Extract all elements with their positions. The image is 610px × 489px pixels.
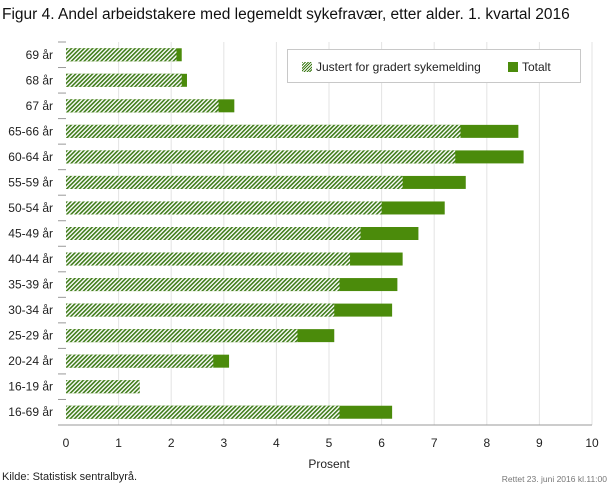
x-tick-label: 10 bbox=[585, 436, 599, 450]
legend-swatch-hatched bbox=[302, 62, 312, 72]
bar-adjusted bbox=[66, 329, 298, 343]
x-tick-label: 4 bbox=[273, 436, 280, 450]
bar-adjusted bbox=[66, 227, 361, 240]
bar-adjusted bbox=[66, 48, 177, 62]
y-category-label: 65-66 år bbox=[8, 124, 53, 138]
y-category-label: 20-24 år bbox=[8, 354, 53, 368]
bar-adjusted bbox=[66, 278, 340, 292]
y-category-label: 67 år bbox=[26, 99, 53, 113]
x-tick-label: 6 bbox=[378, 436, 385, 450]
bar-adjusted bbox=[66, 99, 219, 113]
y-category-label: 35-39 år bbox=[8, 278, 53, 292]
chart-title: Figur 4. Andel arbeidstakere med legemel… bbox=[2, 6, 570, 23]
y-category-label: 50-54 år bbox=[8, 201, 53, 215]
y-category-label: 30-34 år bbox=[8, 303, 53, 317]
bar-adjusted bbox=[66, 380, 140, 394]
bar-adjusted bbox=[66, 303, 335, 317]
legend-item-adjusted: Justert for gradert sykemelding bbox=[302, 60, 481, 74]
bar-adjusted bbox=[66, 405, 340, 419]
y-category-label: 69 år bbox=[26, 48, 53, 62]
y-category-label: 68 år bbox=[26, 73, 53, 87]
bar-adjusted bbox=[66, 354, 214, 368]
x-tick-label: 2 bbox=[168, 436, 175, 450]
bar-adjusted bbox=[66, 201, 382, 215]
source-note: Kilde: Statistisk sentralbyrå. bbox=[2, 471, 138, 483]
legend-item-total: Totalt bbox=[508, 60, 551, 74]
x-tick-label: 9 bbox=[536, 436, 543, 450]
x-tick-label: 8 bbox=[483, 436, 490, 450]
y-category-label: 60-64 år bbox=[8, 150, 53, 164]
x-tick-label: 0 bbox=[63, 436, 70, 450]
y-category-label: 40-44 år bbox=[8, 252, 53, 266]
legend-swatch-solid bbox=[508, 62, 518, 72]
updated-note: Rettet 23. juni 2016 kl.11:00 bbox=[501, 474, 607, 484]
x-axis-title: Prosent bbox=[308, 457, 350, 471]
y-category-label: 45-49 år bbox=[8, 227, 53, 241]
bar-adjusted bbox=[66, 252, 351, 266]
chart-legend: Justert for gradert sykemelding Totalt bbox=[287, 49, 581, 83]
x-tick-label: 1 bbox=[115, 436, 122, 450]
y-category-label: 55-59 år bbox=[8, 175, 53, 189]
x-tick-label: 5 bbox=[326, 436, 333, 450]
bar-adjusted bbox=[66, 73, 182, 87]
x-tick-label: 7 bbox=[431, 436, 438, 450]
bar-adjusted bbox=[66, 150, 456, 164]
y-category-label: 25-29 år bbox=[8, 329, 53, 343]
y-category-label: 16-69 år bbox=[8, 405, 53, 419]
x-tick-label: 3 bbox=[220, 436, 227, 450]
legend-label-total: Totalt bbox=[522, 60, 551, 74]
bar-adjusted bbox=[66, 175, 403, 189]
bar-adjusted bbox=[66, 124, 461, 138]
legend-label-adjusted: Justert for gradert sykemelding bbox=[316, 60, 481, 74]
y-category-label: 16-19 år bbox=[8, 380, 53, 394]
